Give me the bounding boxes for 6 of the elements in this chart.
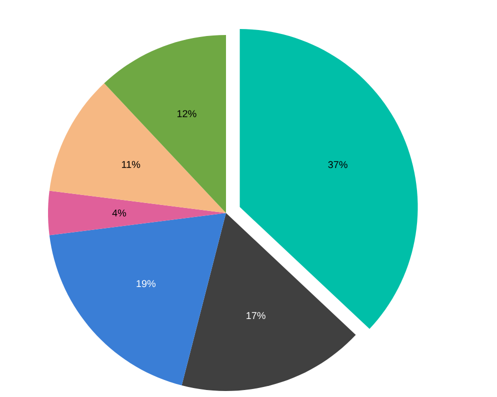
data-label: 11%	[122, 161, 140, 168]
data-label: 37%	[328, 161, 348, 168]
data-label: 17%	[246, 312, 266, 320]
data-label: 12%	[177, 110, 196, 118]
data-label: 4%	[112, 210, 126, 216]
data-label: 19%	[136, 280, 156, 288]
